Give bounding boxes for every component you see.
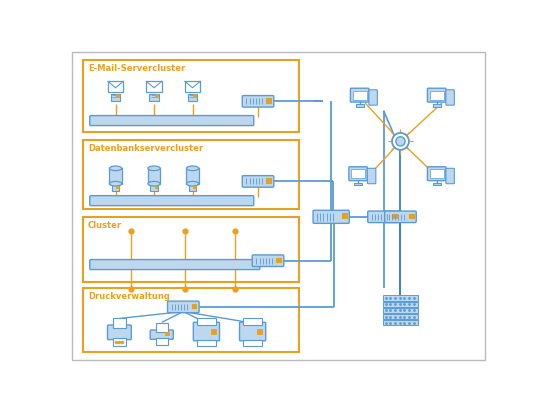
FancyBboxPatch shape <box>197 340 215 346</box>
FancyBboxPatch shape <box>112 185 120 191</box>
Text: E-Mail-Servercluster: E-Mail-Servercluster <box>88 64 185 73</box>
FancyBboxPatch shape <box>150 185 158 191</box>
FancyBboxPatch shape <box>189 185 196 191</box>
FancyBboxPatch shape <box>257 329 262 334</box>
FancyBboxPatch shape <box>242 95 274 107</box>
FancyBboxPatch shape <box>428 167 446 181</box>
FancyBboxPatch shape <box>383 302 418 307</box>
FancyBboxPatch shape <box>90 115 254 126</box>
FancyBboxPatch shape <box>188 93 197 100</box>
FancyBboxPatch shape <box>351 169 365 178</box>
FancyBboxPatch shape <box>350 88 369 102</box>
FancyBboxPatch shape <box>385 211 416 223</box>
FancyBboxPatch shape <box>113 319 126 328</box>
FancyBboxPatch shape <box>111 93 120 100</box>
FancyBboxPatch shape <box>368 211 399 223</box>
Ellipse shape <box>148 166 160 171</box>
FancyBboxPatch shape <box>116 186 119 188</box>
Circle shape <box>396 137 405 146</box>
FancyBboxPatch shape <box>193 186 196 188</box>
FancyBboxPatch shape <box>356 104 363 107</box>
FancyBboxPatch shape <box>242 175 274 187</box>
FancyBboxPatch shape <box>150 93 159 100</box>
FancyBboxPatch shape <box>276 257 281 262</box>
FancyBboxPatch shape <box>446 90 454 105</box>
FancyBboxPatch shape <box>433 104 441 107</box>
FancyBboxPatch shape <box>116 94 120 98</box>
FancyBboxPatch shape <box>150 330 174 339</box>
Ellipse shape <box>109 182 122 186</box>
FancyBboxPatch shape <box>267 178 271 183</box>
FancyBboxPatch shape <box>90 196 254 206</box>
FancyBboxPatch shape <box>109 169 122 184</box>
FancyBboxPatch shape <box>108 325 131 339</box>
FancyBboxPatch shape <box>409 214 413 218</box>
FancyBboxPatch shape <box>156 323 168 333</box>
FancyBboxPatch shape <box>367 169 376 184</box>
FancyBboxPatch shape <box>83 140 299 209</box>
Ellipse shape <box>109 166 122 171</box>
FancyBboxPatch shape <box>267 98 271 103</box>
FancyBboxPatch shape <box>148 169 160 184</box>
FancyBboxPatch shape <box>243 319 262 325</box>
FancyBboxPatch shape <box>193 94 196 98</box>
FancyBboxPatch shape <box>430 169 443 178</box>
FancyBboxPatch shape <box>83 60 299 132</box>
Ellipse shape <box>187 166 199 171</box>
FancyBboxPatch shape <box>353 91 367 100</box>
FancyBboxPatch shape <box>83 217 299 282</box>
FancyBboxPatch shape <box>369 90 378 105</box>
FancyBboxPatch shape <box>72 52 485 360</box>
FancyBboxPatch shape <box>383 295 418 301</box>
FancyBboxPatch shape <box>155 186 157 188</box>
FancyBboxPatch shape <box>146 81 162 92</box>
FancyBboxPatch shape <box>197 319 215 325</box>
FancyBboxPatch shape <box>165 333 170 335</box>
FancyBboxPatch shape <box>392 214 397 218</box>
FancyBboxPatch shape <box>156 339 168 345</box>
Circle shape <box>392 133 409 150</box>
FancyBboxPatch shape <box>446 169 454 184</box>
FancyBboxPatch shape <box>383 314 418 319</box>
Text: Druckverwaltung: Druckverwaltung <box>88 291 170 301</box>
FancyBboxPatch shape <box>185 81 200 92</box>
FancyBboxPatch shape <box>83 288 299 353</box>
FancyBboxPatch shape <box>113 339 126 346</box>
FancyBboxPatch shape <box>428 88 446 102</box>
FancyBboxPatch shape <box>243 340 262 346</box>
FancyBboxPatch shape <box>354 183 362 185</box>
FancyBboxPatch shape <box>108 81 123 92</box>
FancyBboxPatch shape <box>383 308 418 313</box>
FancyBboxPatch shape <box>430 91 443 100</box>
Ellipse shape <box>148 182 160 186</box>
FancyBboxPatch shape <box>252 255 284 266</box>
FancyBboxPatch shape <box>192 304 196 308</box>
FancyBboxPatch shape <box>155 94 158 98</box>
FancyBboxPatch shape <box>313 210 349 223</box>
FancyBboxPatch shape <box>349 167 367 181</box>
FancyBboxPatch shape <box>433 183 441 185</box>
FancyBboxPatch shape <box>168 301 199 313</box>
FancyBboxPatch shape <box>211 329 215 334</box>
FancyBboxPatch shape <box>187 169 199 184</box>
FancyBboxPatch shape <box>239 322 265 341</box>
FancyBboxPatch shape <box>90 259 260 270</box>
FancyBboxPatch shape <box>383 320 418 326</box>
Text: Datenbankservercluster: Datenbankservercluster <box>88 144 203 153</box>
Text: Cluster: Cluster <box>88 221 122 230</box>
FancyBboxPatch shape <box>342 213 347 217</box>
FancyBboxPatch shape <box>193 322 220 341</box>
Ellipse shape <box>187 182 199 186</box>
